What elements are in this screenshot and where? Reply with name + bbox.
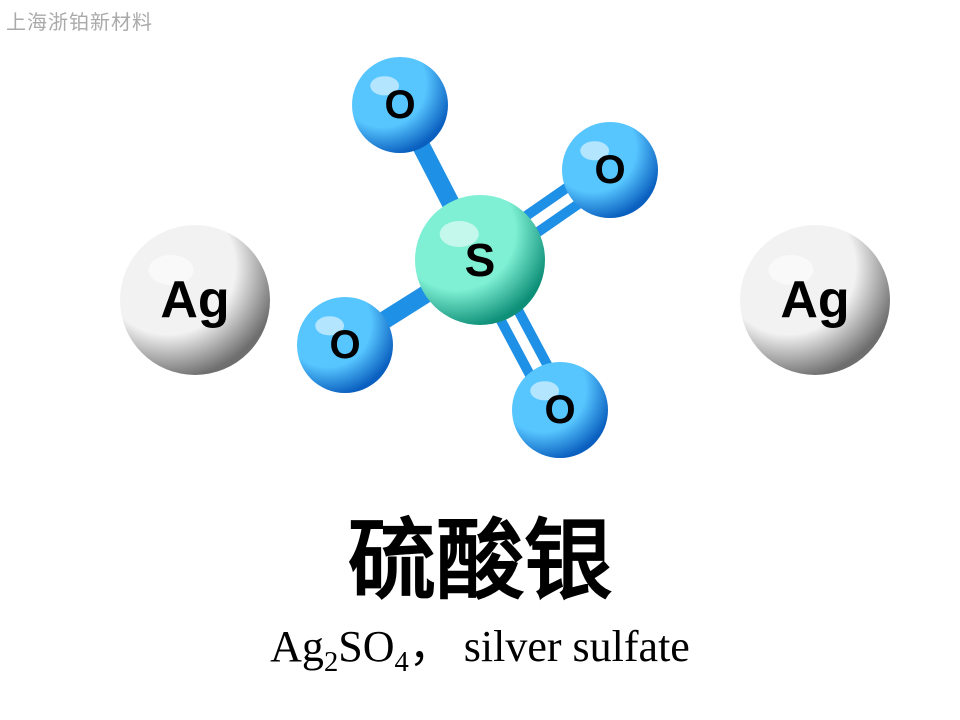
atom-ag_right: Ag xyxy=(740,225,890,375)
atom-label-ag_right: Ag xyxy=(780,271,849,329)
atom-sulfur: S xyxy=(415,195,545,325)
atom-label-o_top: O xyxy=(384,83,415,127)
atom-label-ag_left: Ag xyxy=(160,271,229,329)
formula-sub: 4 xyxy=(394,647,408,678)
compound-name-cn: 硫酸银 xyxy=(0,490,960,617)
formula-sub: 2 xyxy=(324,647,338,678)
atom-label-o_right: O xyxy=(594,148,625,192)
atom-o_bottom: O xyxy=(512,362,608,458)
bond-sulfur-o_top xyxy=(419,141,455,211)
atom-ag_left: Ag xyxy=(120,225,270,375)
atom-o_right: O xyxy=(562,122,658,218)
compound-formula-en: Ag2SO4， silver sulfate xyxy=(0,610,960,679)
atom-label-o_bottom: O xyxy=(544,388,575,432)
formula-part: ， silver sulfate xyxy=(409,622,690,671)
atom-label-o_left: O xyxy=(329,323,360,367)
atom-o_left: O xyxy=(297,297,393,393)
atom-label-sulfur: S xyxy=(465,234,496,286)
formula-part: SO xyxy=(338,622,394,671)
atom-o_top: O xyxy=(352,57,448,153)
formula-part: Ag xyxy=(270,622,324,671)
